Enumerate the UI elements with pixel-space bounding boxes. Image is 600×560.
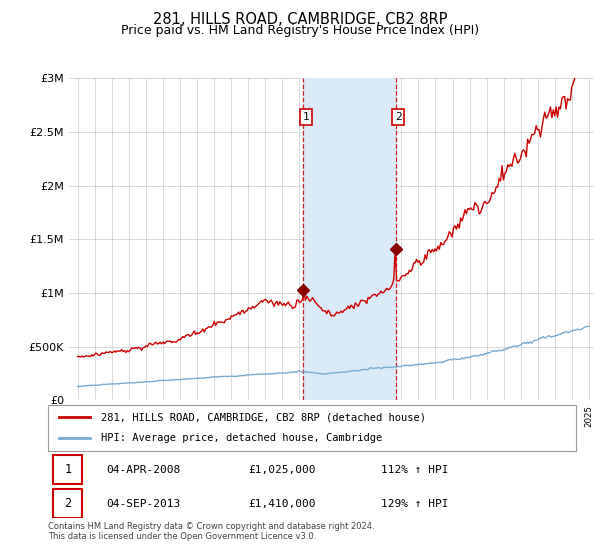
FancyBboxPatch shape: [53, 489, 82, 519]
Text: Price paid vs. HM Land Registry's House Price Index (HPI): Price paid vs. HM Land Registry's House …: [121, 24, 479, 36]
FancyBboxPatch shape: [53, 455, 82, 484]
Text: 1: 1: [302, 112, 310, 122]
Text: 1: 1: [64, 463, 71, 476]
Text: 2: 2: [64, 497, 71, 510]
Text: HPI: Average price, detached house, Cambridge: HPI: Average price, detached house, Camb…: [101, 433, 382, 444]
Text: 281, HILLS ROAD, CAMBRIDGE, CB2 8RP: 281, HILLS ROAD, CAMBRIDGE, CB2 8RP: [153, 12, 447, 27]
Text: 04-SEP-2013: 04-SEP-2013: [106, 499, 181, 509]
Bar: [304, 78, 396, 400]
Text: Contains HM Land Registry data © Crown copyright and database right 2024.
This d: Contains HM Land Registry data © Crown c…: [48, 522, 374, 542]
Text: 112% ↑ HPI: 112% ↑ HPI: [380, 465, 448, 475]
Text: 129% ↑ HPI: 129% ↑ HPI: [380, 499, 448, 509]
Text: 04-APR-2008: 04-APR-2008: [106, 465, 181, 475]
Text: £1,410,000: £1,410,000: [248, 499, 316, 509]
Text: 281, HILLS ROAD, CAMBRIDGE, CB2 8RP (detached house): 281, HILLS ROAD, CAMBRIDGE, CB2 8RP (det…: [101, 412, 426, 422]
FancyBboxPatch shape: [48, 405, 576, 451]
Text: 2: 2: [395, 112, 401, 122]
Text: £1,025,000: £1,025,000: [248, 465, 316, 475]
